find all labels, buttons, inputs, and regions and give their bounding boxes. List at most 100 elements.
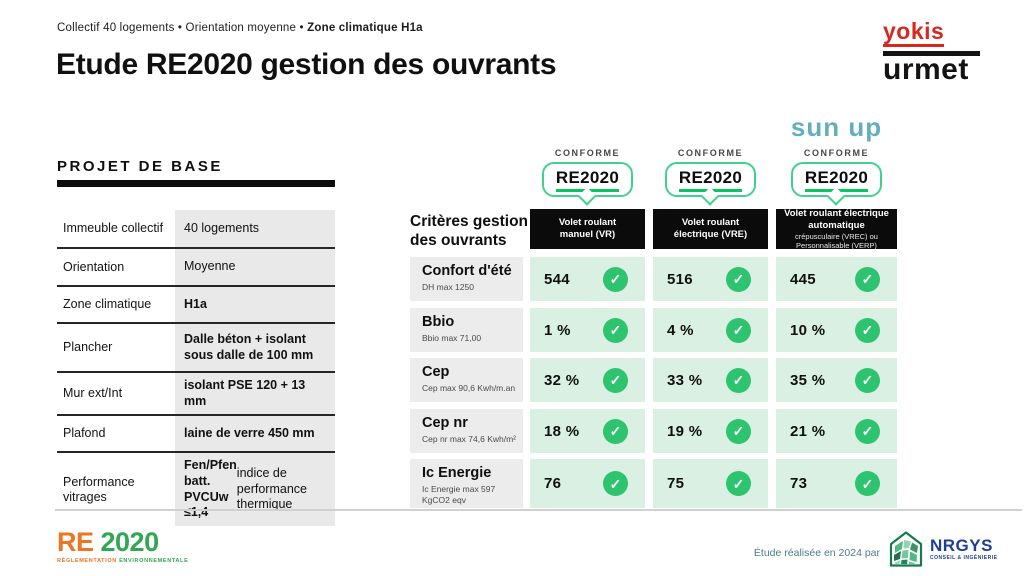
- breadcrumb-regular: Collectif 40 logements • Orientation moy…: [57, 22, 308, 34]
- sunup-logo: sun up: [790, 112, 883, 142]
- re2020-logo: RE 2020 RÉGLEMENTATION ENVIRONNEMENTALE: [57, 527, 189, 565]
- value-text: 516: [667, 270, 693, 288]
- yokis-wordmark: yokis: [883, 20, 945, 47]
- criteria-row-ic-energie: Ic Energie Ic Energie max 597 KgCO2 eqv …: [410, 459, 897, 508]
- check-icon: ✓: [726, 266, 751, 292]
- footer-divider: [55, 509, 1022, 511]
- page-title: Etude RE2020 gestion des ouvrants: [56, 48, 557, 81]
- check-icon: ✓: [855, 418, 880, 444]
- conforme-label: CONFORME: [554, 148, 621, 158]
- value-text: 33 %: [667, 371, 703, 389]
- check-icon: ✓: [726, 367, 751, 393]
- conforme-badge-col2: CONFORME RE2020: [653, 148, 768, 206]
- urmet-logo-bar: [883, 51, 980, 56]
- value-cell: 73 ✓: [776, 459, 897, 508]
- column-title: Volet roulant électrique automatique: [784, 208, 889, 231]
- row-value: isolant PSE 120 + 13 mm: [175, 373, 335, 415]
- criterion-limit: Bbio max 71,00: [422, 332, 482, 343]
- column-title: Volet roulant électrique (VRE): [673, 217, 748, 240]
- value-cell: 4 % ✓: [653, 308, 768, 352]
- row-value-regular: indice de performance thermique: [236, 466, 307, 512]
- criterion-cell: Confort d'été DH max 1250: [410, 257, 523, 301]
- base-project-heading-rule: [57, 180, 335, 187]
- re2020-logo-year: 2020: [93, 527, 160, 557]
- value-text: 21 %: [790, 422, 826, 440]
- conforme-label: CONFORME: [803, 148, 870, 158]
- value-cell: 10 % ✓: [776, 308, 897, 352]
- value-cell: 21 % ✓: [776, 409, 897, 453]
- check-icon: ✓: [855, 367, 880, 393]
- value-cell: 75 ✓: [653, 459, 768, 508]
- criterion-limit: Ic Energie max 597 KgCO2 eqv: [422, 483, 496, 505]
- column-header-vre: Volet roulant électrique (VRE): [653, 209, 768, 249]
- nrgys-text: NRGYS CONSEIL & INGÉNIERIE: [930, 537, 997, 561]
- re2020-badge-text: RE2020: [555, 168, 620, 192]
- check-icon: ✓: [603, 317, 628, 343]
- value-text: 4 %: [667, 321, 694, 339]
- value-cell: 1 % ✓: [530, 308, 645, 352]
- table-row: Performance vitrages Fen/Pfen batt. PVCU…: [57, 451, 335, 526]
- criterion-limit: Cep nr max 74,6 Kwh/m²: [422, 433, 517, 444]
- conforme-badge-col1: CONFORME RE2020: [530, 148, 645, 206]
- row-label: Immeuble collectif: [63, 221, 164, 235]
- row-label: Performance vitrages: [63, 474, 135, 504]
- value-text: 10 %: [790, 321, 826, 339]
- value-cell: 19 % ✓: [653, 409, 768, 453]
- nrgys-house-icon: [889, 531, 923, 567]
- value-text: 1 %: [544, 321, 571, 339]
- row-label: Orientation: [63, 259, 125, 274]
- check-icon: ✓: [855, 471, 880, 496]
- row-label: Plafond: [63, 426, 106, 441]
- re2020-badge: RE2020: [790, 162, 883, 206]
- table-row: Mur ext/Int isolant PSE 120 + 13 mm: [57, 371, 335, 415]
- breadcrumb-bold: Zone climatique H1a: [307, 22, 423, 34]
- breadcrumb: Collectif 40 logements • Orientation moy…: [57, 22, 423, 34]
- value-text: 75: [667, 475, 685, 492]
- nrgys-logo: NRGYS CONSEIL & INGÉNIERIE: [886, 529, 997, 569]
- value-cell: 35 % ✓: [776, 358, 897, 402]
- table-row: Orientation Moyenne: [57, 247, 335, 285]
- table-row: Zone climatique H1a: [57, 285, 335, 322]
- row-value: laine de verre 450 mm: [175, 416, 335, 452]
- criterion-limit: Cep max 90,6 Kwh/m.an: [422, 382, 516, 393]
- check-icon: ✓: [603, 471, 628, 496]
- re2020-badge: RE2020: [664, 162, 757, 206]
- row-value: 40 logements: [175, 210, 335, 247]
- re2020-logo-subtitle-2: ENVIRONNEMENTALE: [119, 558, 189, 564]
- value-cell: 544 ✓: [530, 257, 645, 301]
- column-title: Volet roulant manuel (VR): [558, 217, 617, 240]
- value-text: 73: [790, 475, 808, 492]
- yokis-urmet-logo: yokis urmet: [883, 20, 980, 86]
- value-text: 32 %: [544, 371, 580, 389]
- criterion-limit: DH max 1250: [422, 281, 474, 292]
- criteria-row-cep: Cep Cep max 90,6 Kwh/m.an 32 % ✓ 33 % ✓ …: [410, 358, 897, 402]
- value-text: 445: [790, 270, 816, 288]
- urmet-wordmark: urmet: [883, 53, 969, 86]
- re2020-badge-text: RE2020: [804, 168, 869, 192]
- criteria-row-confort: Confort d'été DH max 1250 544 ✓ 516 ✓ 44…: [410, 257, 897, 301]
- re2020-logo-re: RE: [57, 527, 94, 557]
- nrgys-subtitle: CONSEIL & INGÉNIERIE: [930, 555, 998, 561]
- conforme-label: CONFORME: [677, 148, 744, 158]
- row-value-bold: Fen/Pfen batt. PVCUw ≤1,4: [184, 458, 237, 520]
- criterion-cell: Ic Energie Ic Energie max 597 KgCO2 eqv: [410, 459, 523, 508]
- row-value: H1a: [175, 287, 335, 322]
- re2020-logo-subtitle-1: RÉGLEMENTATION: [57, 558, 120, 564]
- value-text: 76: [544, 475, 562, 492]
- row-value: Fen/Pfen batt. PVCUw ≤1,4 indice de perf…: [175, 453, 335, 526]
- criteria-row-bbio: Bbio Bbio max 71,00 1 % ✓ 4 % ✓ 10 % ✓: [410, 308, 897, 352]
- value-text: 35 %: [790, 371, 826, 389]
- value-cell: 445 ✓: [776, 257, 897, 301]
- row-label: Zone climatique: [63, 297, 152, 311]
- value-cell: 516 ✓: [653, 257, 768, 301]
- re2020-badge: RE2020: [541, 162, 634, 206]
- row-value: Moyenne: [175, 249, 335, 285]
- value-cell: 76 ✓: [530, 459, 645, 508]
- value-cell: 18 % ✓: [530, 409, 645, 453]
- criterion-name: Bbio: [422, 314, 455, 330]
- check-icon: ✓: [855, 266, 880, 292]
- criteria-row-cep-nr: Cep nr Cep nr max 74,6 Kwh/m² 18 % ✓ 19 …: [410, 409, 897, 453]
- check-icon: ✓: [603, 367, 628, 393]
- value-cell: 33 % ✓: [653, 358, 768, 402]
